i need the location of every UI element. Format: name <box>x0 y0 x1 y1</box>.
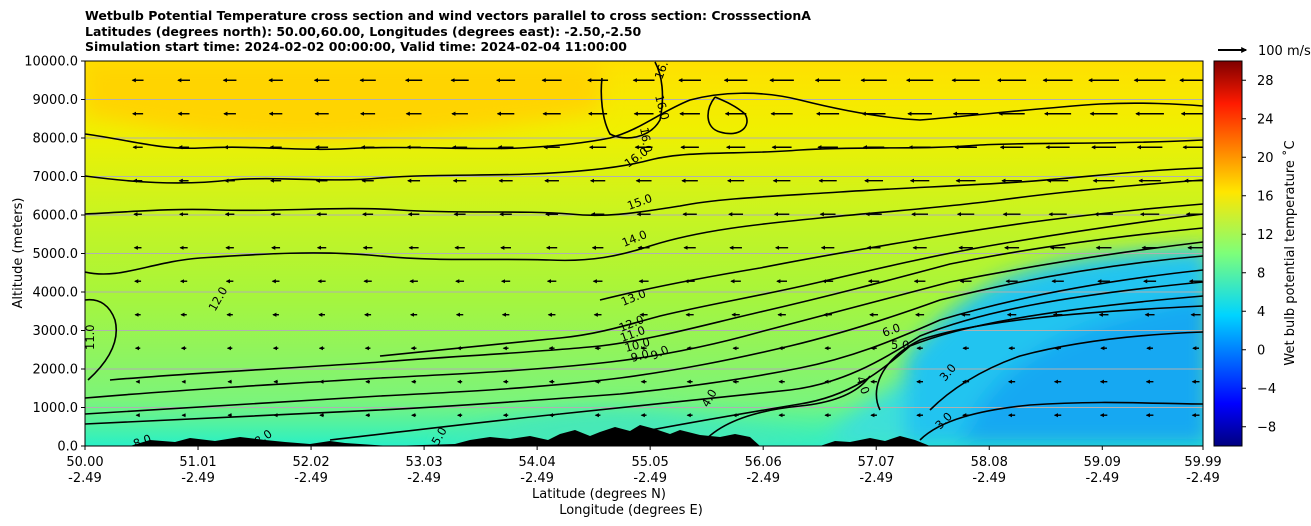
contour-5 <box>619 295 1203 437</box>
contour-3 <box>919 331 1203 441</box>
colorbar-gradient <box>1213 60 1243 447</box>
contour-16-top <box>85 92 1203 151</box>
y-tick-label: 5000.0 <box>33 247 79 262</box>
contour-label-4b: 4.0 <box>853 374 872 396</box>
contour-label-8a: 8.0 <box>131 431 153 450</box>
title-line-2: Latitudes (degrees north): 50.00,60.00, … <box>85 23 642 39</box>
title-line-3: Simulation start time: 2024-02-02 00:00:… <box>85 39 627 54</box>
x-tick-label-lon: -2.49 <box>407 471 441 486</box>
grid-lines <box>85 99 1203 408</box>
wind-key-label: 100 m/s <box>1258 44 1311 59</box>
wind-vectors <box>131 78 1203 418</box>
contour-label-11a: 11.0 <box>83 324 97 350</box>
x-tick-label-lon: -2.49 <box>633 471 667 486</box>
x-axis-label-lon: Longitude (degrees E) <box>559 503 703 518</box>
contour-label-16c: 16.0 <box>637 126 655 154</box>
x-tick-label-lat: 54.04 <box>519 455 556 470</box>
colorbar-tick-label: −8 <box>1257 420 1276 435</box>
x-tick-label-lat: 50.00 <box>66 455 103 470</box>
contour-lines <box>85 61 1203 446</box>
contour-label-5b: 5.0 <box>428 425 449 448</box>
x-tick-label-lat: 56.06 <box>745 455 782 470</box>
x-tick-label-lon: -2.49 <box>859 471 893 486</box>
x-tick-label-lat: 58.08 <box>971 455 1008 470</box>
x-tick-label-lat: 55.05 <box>632 455 669 470</box>
x-tick-label-lon: -2.49 <box>520 471 554 486</box>
y-tick-label: 4000.0 <box>33 286 79 301</box>
y-axis: 0.0 1000.0 2000.0 3000.0 4000.0 5000.0 6000.0 7… <box>24 55 85 455</box>
colorbar-tick-label: 24 <box>1257 112 1274 127</box>
warm-region <box>85 61 600 140</box>
colorbar-tick-label: 28 <box>1257 74 1274 89</box>
colorbar-ticks: −8 −4 0 4 8 12 16 20 24 28 <box>1242 74 1276 435</box>
contour-11 <box>379 213 1203 357</box>
x-tick-label-lon: -2.49 <box>181 471 215 486</box>
x-tick-label-lon: -2.49 <box>294 471 328 486</box>
y-tick-label: 6000.0 <box>33 209 79 224</box>
contour-12 <box>85 203 1203 381</box>
y-tick-label: 0.0 <box>57 440 78 455</box>
wind-key: 100 m/s <box>1218 44 1311 59</box>
contour-label-9a: 9.0 <box>629 347 650 365</box>
x-tick-label-lon: -2.49 <box>1186 471 1220 486</box>
colorbar-tick-label: −4 <box>1257 382 1276 397</box>
contour-16-loop <box>600 61 664 139</box>
x-tick-label-lat: 59.09 <box>1084 455 1121 470</box>
contour-label-10: 10.0 <box>623 335 651 355</box>
y-tick-label: 8000.0 <box>33 132 79 147</box>
contour-13 <box>85 179 1203 275</box>
terrain <box>85 425 930 446</box>
y-tick-label: 2000.0 <box>33 363 79 378</box>
y-tick-label: 10000.0 <box>24 55 78 70</box>
x-tick-label-lat: 51.01 <box>179 455 216 470</box>
y-tick-label: 1000.0 <box>33 401 79 416</box>
y-tick-label: 9000.0 <box>33 93 79 108</box>
contour-7 <box>85 269 1203 425</box>
x-tick-label-lat: 53.03 <box>405 455 442 470</box>
y-axis-label: Altitude (meters) <box>11 198 26 309</box>
contour-16-loop2 <box>707 96 748 135</box>
y-tick-label: 3000.0 <box>33 324 79 339</box>
colorbar-tick-label: 8 <box>1257 266 1265 281</box>
contour-14 <box>85 167 1203 217</box>
chart-title: Wetbulb Potential Temperature cross sect… <box>85 8 811 55</box>
x-tick-label-lon: -2.49 <box>746 471 780 486</box>
x-tick-label-lat: 57.07 <box>858 455 895 470</box>
contour-10 <box>109 227 1203 381</box>
contour-15 <box>85 139 1203 184</box>
contour-8 <box>85 255 1203 415</box>
x-tick-label-lon: -2.49 <box>1085 471 1119 486</box>
colorbar-tick-label: 0 <box>1257 343 1265 358</box>
y-tick-label: 7000.0 <box>33 170 79 185</box>
colorbar-tick-label: 4 <box>1257 305 1265 320</box>
contour-label-5: 5.0 <box>891 338 909 352</box>
x-axis-label-lat: Latitude (degrees N) <box>532 487 666 502</box>
colorbar-tick-label: 20 <box>1257 151 1274 166</box>
colorbar: −8 −4 0 4 8 12 16 20 24 28 Wet bulb potential tem… <box>1213 60 1298 447</box>
contour-6 <box>329 281 1203 441</box>
x-tick-label-lon: -2.49 <box>972 471 1006 486</box>
colorbar-tick-label: 12 <box>1257 228 1274 243</box>
x-tick-label-lon: -2.49 <box>68 471 102 486</box>
contour-9 <box>85 241 1203 399</box>
title-line-1: Wetbulb Potential Temperature cross sect… <box>85 8 811 23</box>
colorbar-label: Wet bulb potential temperature ˚C <box>1282 140 1298 365</box>
plot-area: 16.0 16.0 16.0 16.0 15.0 14.0 13.0 12.0 … <box>83 61 1203 450</box>
x-tick-label-lat: 52.02 <box>292 455 329 470</box>
contour-label-16b: 16.0 <box>652 93 672 121</box>
x-axis: 50.00-2.4951.01-2.4952.02-2.4953.03-2.49… <box>66 446 1222 486</box>
contour-label-6: 6.0 <box>880 320 902 339</box>
contour-4 <box>699 305 1203 446</box>
colorbar-tick-label: 16 <box>1257 189 1274 204</box>
x-tick-label-lat: 59.99 <box>1184 455 1221 470</box>
